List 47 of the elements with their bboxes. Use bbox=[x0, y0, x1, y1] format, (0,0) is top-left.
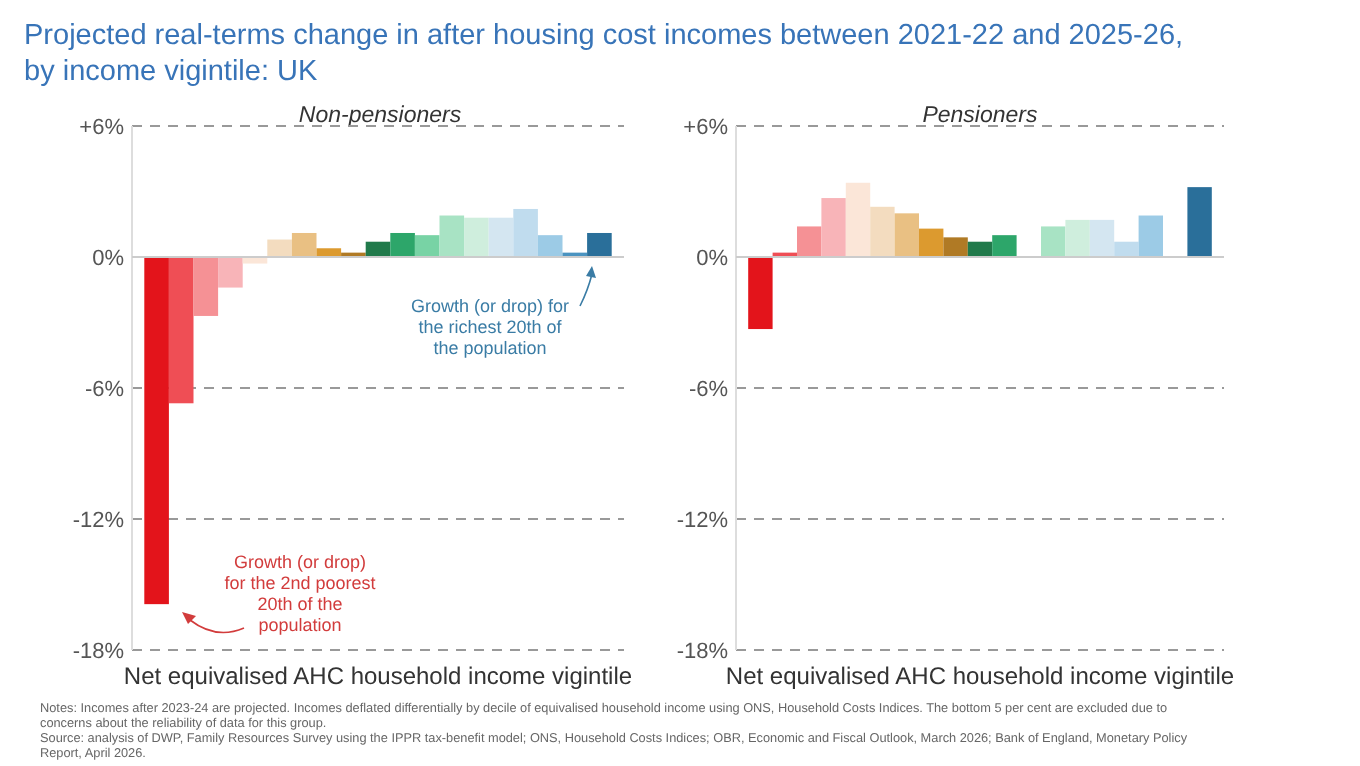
x-axis-title: Net equivalised AHC household income vigintile bbox=[725, 662, 1235, 690]
bar bbox=[218, 257, 243, 288]
bar bbox=[464, 217, 489, 257]
annotation: Growth (or drop) for the richest 20th of the population bbox=[410, 296, 570, 358]
bar bbox=[894, 213, 919, 257]
bar bbox=[439, 215, 465, 257]
bar bbox=[414, 235, 440, 257]
x-axis-title: Net equivalised AHC household income vigintile bbox=[123, 662, 633, 690]
bar bbox=[1065, 219, 1090, 257]
bar bbox=[845, 182, 871, 257]
bar bbox=[1187, 187, 1212, 257]
bar bbox=[992, 235, 1017, 257]
y-tick-label: +6% bbox=[683, 115, 729, 140]
y-tick-label: -6% bbox=[688, 377, 729, 402]
bar bbox=[168, 257, 194, 404]
bar bbox=[390, 232, 415, 257]
bar bbox=[943, 237, 968, 257]
y-tick-label: -12% bbox=[676, 508, 729, 533]
y-tick-label: -18% bbox=[72, 639, 125, 664]
chart-subtitle: Non-pensioners bbox=[298, 104, 462, 128]
bar bbox=[488, 217, 514, 257]
chart-title: Projected real-terms change in after housing cost incomes between 2021-22 and 2025-26, by income vigintile: UK bbox=[24, 20, 1184, 88]
bar bbox=[587, 232, 612, 257]
y-tick-label: -18% bbox=[676, 639, 729, 664]
bar bbox=[967, 241, 993, 257]
y-tick-label: -6% bbox=[84, 377, 125, 402]
y-tick-label: +6% bbox=[79, 115, 125, 140]
bar bbox=[1114, 241, 1139, 257]
bar bbox=[144, 257, 169, 605]
annotation: Growth (or drop) for the 2nd poorest 20th of the population bbox=[224, 552, 377, 635]
bar bbox=[1138, 215, 1163, 257]
bar bbox=[870, 206, 895, 257]
bar bbox=[267, 239, 292, 257]
bar bbox=[193, 257, 219, 316]
bar bbox=[821, 198, 846, 257]
bar bbox=[537, 235, 563, 257]
y-tick-label: 0% bbox=[92, 246, 125, 271]
bar bbox=[797, 226, 822, 257]
bar bbox=[513, 208, 538, 257]
bar bbox=[1089, 219, 1115, 257]
bar bbox=[1041, 226, 1066, 257]
chart-title: Pensioners bbox=[922, 104, 1039, 128]
bar bbox=[291, 232, 317, 257]
bar bbox=[919, 228, 944, 257]
bar bbox=[748, 257, 773, 330]
y-tick-label: 0% bbox=[696, 246, 729, 271]
y-tick-label: -12% bbox=[72, 508, 125, 533]
